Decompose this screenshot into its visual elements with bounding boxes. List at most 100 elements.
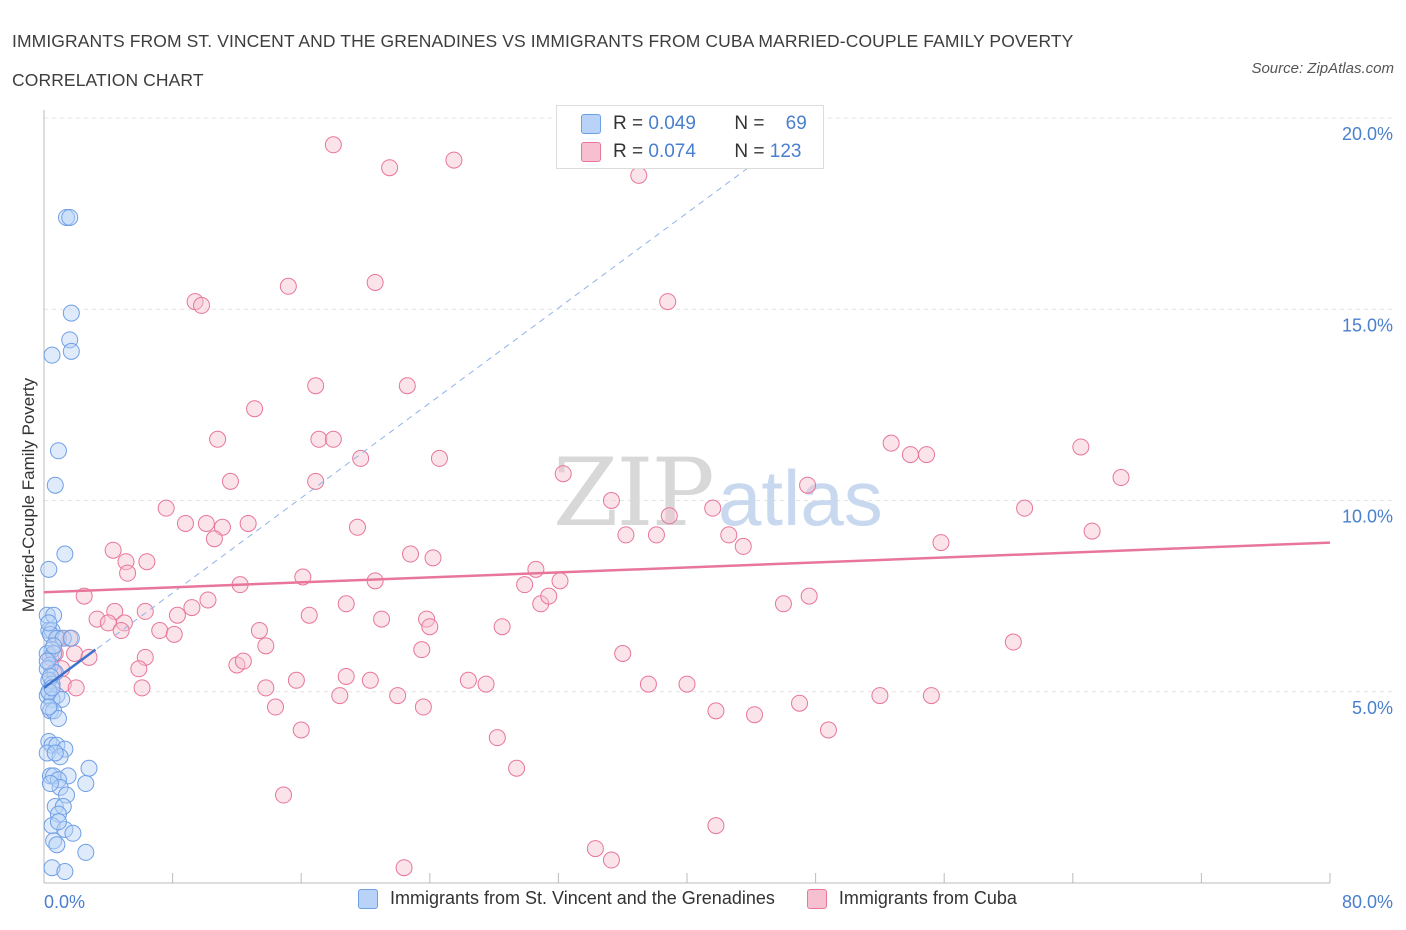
point-stvincent: [49, 813, 67, 831]
point-cuba: [800, 587, 818, 605]
point-cuba: [1016, 499, 1034, 517]
correlation-legend: R = 0.049 N = 69 R = 0.074 N = 123: [556, 105, 824, 169]
axes: [43, 110, 1331, 884]
point-stvincent: [49, 442, 67, 460]
point-cuba: [348, 518, 366, 536]
point-cuba: [337, 595, 355, 613]
point-stvincent: [38, 652, 56, 670]
watermark-atlas: atlas: [718, 454, 883, 542]
point-cuba: [527, 560, 545, 578]
y-tick-label: 10.0%: [1342, 507, 1393, 527]
point-cuba: [734, 537, 752, 555]
x-tick-label: 80.0%: [1342, 892, 1393, 912]
point-cuba: [707, 702, 725, 720]
point-cuba: [660, 507, 678, 525]
point-stvincent: [77, 843, 95, 861]
y-tick-label: 15.0%: [1342, 315, 1393, 335]
point-stvincent: [62, 304, 80, 322]
point-cuba: [1083, 522, 1101, 540]
point-cuba: [488, 729, 506, 747]
point-cuba: [183, 599, 201, 617]
point-stvincent: [43, 346, 61, 364]
point-cuba: [324, 136, 342, 154]
point-stvincent: [49, 710, 67, 728]
point-cuba: [287, 671, 305, 689]
point-cuba: [647, 526, 665, 544]
point-cuba: [871, 687, 889, 705]
y-tick-labels: 5.0% 10.0% 15.0% 20.0%: [1342, 124, 1393, 718]
point-cuba: [292, 721, 310, 739]
trend-stvincent-extended: [43, 117, 816, 689]
point-cuba: [199, 591, 217, 609]
point-cuba: [389, 687, 407, 705]
point-cuba: [445, 151, 463, 169]
point-cuba: [617, 526, 635, 544]
y-tick-label: 20.0%: [1342, 124, 1393, 144]
point-cuba: [459, 671, 477, 689]
point-stvincent: [61, 208, 79, 226]
point-cuba: [932, 534, 950, 552]
point-cuba: [193, 296, 211, 314]
point-cuba: [112, 622, 130, 640]
point-cuba: [421, 618, 439, 636]
legend-row-stvincent: R = 0.049 N = 69: [581, 110, 807, 138]
point-stvincent: [80, 759, 98, 777]
point-stvincent: [64, 824, 82, 842]
point-cuba: [678, 675, 696, 693]
point-cuba: [901, 446, 919, 464]
point-cuba: [300, 606, 318, 624]
point-cuba: [310, 430, 328, 448]
point-cuba: [614, 645, 632, 662]
point-cuba: [774, 595, 792, 613]
point-cuba: [157, 499, 175, 517]
trend-cuba: [43, 541, 1331, 594]
n-label: N =: [734, 113, 765, 134]
legend-swatch-pink: [581, 142, 601, 162]
y-tick-label: 5.0%: [1352, 698, 1393, 718]
point-cuba: [176, 514, 194, 532]
x-tick-labels: 0.0% 80.0%: [44, 892, 1393, 912]
point-cuba: [307, 472, 325, 490]
trend-stvincent: [43, 648, 97, 689]
point-cuba: [477, 675, 495, 693]
point-cuba: [630, 166, 648, 184]
n-value: 123: [769, 141, 802, 162]
point-stvincent: [46, 744, 64, 762]
point-cuba: [66, 645, 84, 662]
point-cuba: [234, 652, 252, 670]
point-cuba: [257, 637, 275, 655]
point-cuba: [80, 648, 98, 666]
point-cuba: [246, 400, 264, 418]
legend-item-stvincent: Immigrants from St. Vincent and the Gren…: [358, 888, 775, 909]
point-cuba: [239, 514, 257, 532]
point-cuba: [151, 622, 169, 640]
legend-row-cuba: R = 0.074 N = 123: [581, 138, 801, 166]
r-value: 0.049: [648, 113, 696, 134]
point-cuba: [165, 625, 183, 643]
x-tick-label: 0.0%: [44, 892, 85, 912]
y-axis-label: Married-Couple Family Poverty: [19, 377, 38, 612]
point-cuba: [275, 786, 293, 804]
watermark-zip: ZIP: [553, 439, 713, 548]
point-stvincent: [62, 629, 80, 647]
point-stvincent: [48, 836, 66, 854]
legend-item-cuba: Immigrants from Cuba: [806, 888, 1017, 909]
point-cuba: [209, 430, 227, 448]
point-cuba: [413, 641, 431, 659]
chart-title: IMMIGRANTS FROM ST. VINCENT AND THE GREN…: [12, 31, 1074, 90]
legend-swatch-blue: [358, 888, 378, 909]
point-cuba: [324, 430, 342, 448]
point-cuba: [540, 587, 558, 605]
legend-label-stvincent: Immigrants from St. Vincent and the Gren…: [390, 888, 775, 908]
point-cuba: [791, 694, 809, 712]
point-cuba: [279, 277, 297, 295]
point-stvincent: [45, 637, 63, 655]
point-stvincent: [62, 342, 80, 360]
point-cuba: [799, 476, 817, 494]
point-cuba: [381, 159, 399, 177]
point-cuba: [307, 377, 325, 395]
point-cuba: [720, 526, 738, 544]
trend-lines: [43, 117, 1331, 689]
point-stvincent: [41, 775, 59, 793]
